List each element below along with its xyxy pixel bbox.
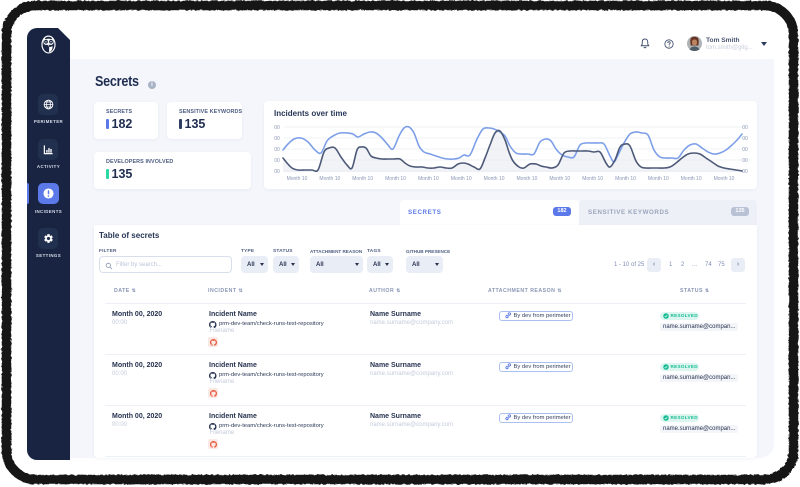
svg-text:00: 00 [742, 158, 748, 164]
svg-text:Month 10: Month 10 [319, 176, 340, 182]
svg-text:Month 10: Month 10 [517, 176, 538, 182]
svg-text:00: 00 [274, 169, 280, 175]
svg-text:00: 00 [274, 125, 280, 131]
svg-text:Month 10: Month 10 [418, 176, 439, 182]
svg-text:Month 10: Month 10 [681, 176, 702, 182]
svg-text:Month 10: Month 10 [385, 176, 406, 182]
svg-text:Month 10: Month 10 [615, 176, 636, 182]
svg-text:00: 00 [274, 158, 280, 164]
svg-text:00: 00 [742, 136, 748, 142]
svg-text:Month 10: Month 10 [352, 176, 373, 182]
svg-text:Month 10: Month 10 [582, 176, 603, 182]
svg-text:Month 10: Month 10 [451, 176, 472, 182]
svg-text:00: 00 [742, 147, 748, 153]
svg-text:Month 10: Month 10 [287, 176, 308, 182]
svg-text:Month 10: Month 10 [549, 176, 570, 182]
svg-text:Month 10: Month 10 [648, 176, 669, 182]
svg-text:00: 00 [274, 136, 280, 142]
svg-text:00: 00 [274, 147, 280, 153]
svg-text:00: 00 [742, 169, 748, 175]
svg-text:Month 10: Month 10 [484, 176, 505, 182]
svg-text:00: 00 [742, 125, 748, 131]
svg-text:Month 10: Month 10 [714, 176, 735, 182]
